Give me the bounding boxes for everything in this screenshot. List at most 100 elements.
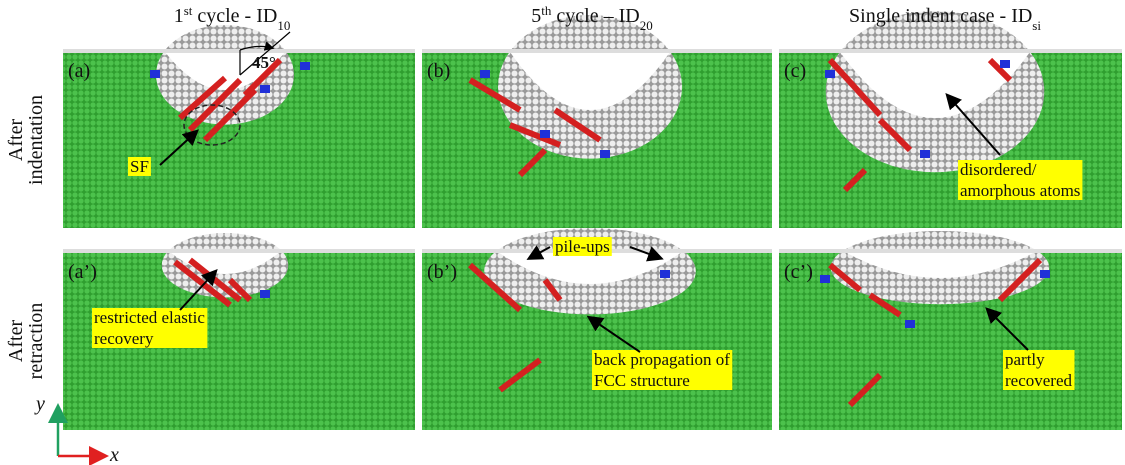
row-label: indentation: [25, 95, 47, 185]
defect-atoms: [820, 275, 830, 283]
annotation-text: SF: [130, 157, 149, 176]
surface: [63, 249, 415, 253]
annotation-line: restricted elastic: [94, 308, 205, 327]
annotation-arrow: [526, 245, 551, 260]
defect-atoms: [150, 70, 160, 78]
stacking-fault: [467, 262, 523, 313]
defect-atoms: [920, 150, 930, 158]
defect-atoms: [260, 290, 270, 298]
annotation-highlight: [592, 350, 733, 390]
row-label: After: [5, 320, 27, 363]
indent-crater: [510, 52, 670, 110]
annotation-text: disordered/amorphous atoms: [960, 160, 1080, 200]
annotation-arrow: [985, 307, 1029, 351]
annotation-arrow: [179, 269, 218, 311]
defect-atoms: [660, 270, 670, 278]
title-part: st: [184, 3, 193, 18]
panel-label: (b’): [427, 261, 457, 283]
defect-atoms: [905, 320, 915, 328]
annotation-line: pile-ups: [555, 237, 610, 256]
annotation-highlight: [553, 237, 612, 256]
annotation-line: amorphous atoms: [960, 181, 1080, 200]
angle-arc: [239, 41, 275, 51]
annotation-line: recovered: [1005, 371, 1073, 390]
stacking-fault: [517, 147, 548, 178]
row-label: After: [5, 119, 27, 162]
stacking-fault: [553, 107, 602, 143]
indent-crater: [498, 252, 682, 284]
defect-atoms: [260, 85, 270, 93]
panel-label: (c’): [784, 261, 813, 283]
title-part: Single indent case - ID: [849, 5, 1032, 27]
panel-label: (a): [68, 60, 90, 82]
stacking-fault: [178, 75, 227, 121]
annotation: SF: [128, 157, 151, 176]
title-part: 5: [531, 5, 541, 27]
stacking-fault: [987, 57, 1013, 83]
surface: [422, 49, 772, 53]
angle-line: [239, 31, 291, 76]
annotation-highlight: [92, 308, 208, 348]
stacking-fault: [242, 57, 283, 98]
title-part: si: [1032, 18, 1041, 33]
sf-circle: [183, 104, 241, 146]
title-part: cycle - ID: [192, 5, 277, 27]
annotation-line: SF: [130, 157, 149, 176]
texts: 1st cycle - ID10 5th cycle – ID20 Single i…: [5, 3, 1083, 390]
surface: [63, 49, 415, 53]
defect-atoms: [600, 150, 610, 158]
annotation-highlight: [958, 160, 1083, 200]
stacking-fault: [868, 292, 902, 318]
annotation-arrow: [945, 92, 1001, 156]
defect-atoms: [300, 62, 310, 70]
surface: [779, 249, 1122, 253]
panel-label: (a’): [68, 261, 97, 283]
annotation-text: pile-ups: [555, 237, 610, 256]
annotation: back propagation of FCC structure: [592, 350, 733, 390]
angle-label: 45°: [252, 53, 276, 72]
title-part: 20: [640, 18, 653, 33]
surface: [779, 49, 1122, 53]
stacking-fault: [827, 57, 883, 118]
title-part: th: [541, 3, 552, 18]
panel-label: (b): [427, 60, 450, 82]
annotation: disordered/amorphous atoms: [958, 160, 1083, 200]
panels: [63, 11, 1122, 430]
title-part: 1: [174, 5, 184, 27]
annotation-highlight: [1003, 350, 1075, 390]
title-part: cycle – ID: [551, 5, 639, 27]
defect-atoms: [540, 130, 550, 138]
defect-atoms: [480, 70, 490, 78]
stacking-fault: [498, 357, 542, 393]
annotation-arrow: [159, 129, 199, 166]
annotation-arrow: [586, 315, 641, 353]
annotation: pile-ups: [553, 237, 612, 256]
annotation-text: restricted elastic recovery: [94, 308, 205, 348]
defect-atoms: [1000, 60, 1010, 68]
y-axis-label: y: [34, 393, 45, 415]
panel-label: (c): [784, 60, 806, 82]
annotation-arrow: [629, 246, 664, 262]
column-title: 5th cycle – ID20: [531, 3, 652, 33]
annotation-highlight: [128, 157, 151, 176]
stacking-fault: [877, 117, 913, 153]
defect-atoms: [825, 70, 835, 78]
indent-crater: [845, 252, 1035, 278]
column-title: Single indent case - IDsi: [849, 5, 1041, 33]
stacking-fault: [842, 167, 868, 193]
stacking-fault: [202, 87, 258, 143]
annotation-line: disordered/: [960, 160, 1037, 179]
column-title: 1st cycle - ID10: [174, 3, 291, 33]
annotation-line: back propagation of: [594, 350, 730, 369]
stacking-fault: [508, 122, 562, 148]
stacking-fault: [997, 257, 1043, 303]
annotation-text: back propagation of FCC structure: [594, 350, 730, 390]
annotation: partly recovered: [1003, 350, 1075, 390]
stacking-fault: [828, 262, 862, 293]
stacking-fault: [847, 372, 883, 408]
annotation-line: FCC structure: [594, 371, 690, 390]
defect-atoms: [1040, 270, 1050, 278]
stacking-fault: [542, 278, 563, 302]
stacking-fault: [227, 277, 253, 303]
